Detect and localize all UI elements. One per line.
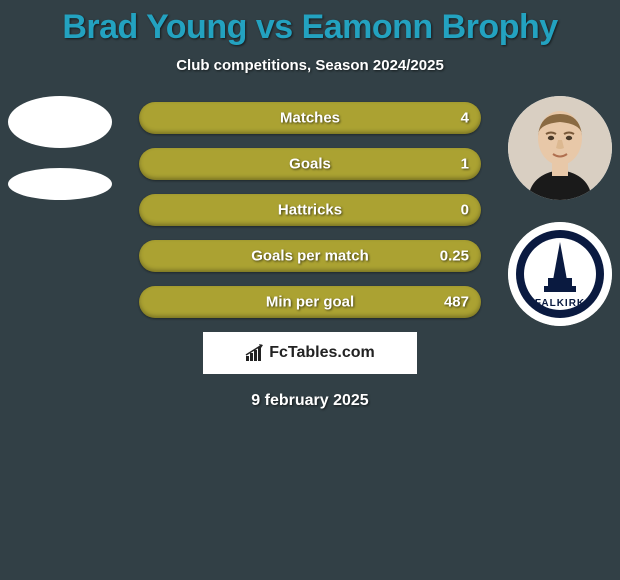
stat-value-right: 0 (461, 202, 469, 219)
stat-label: Min per goal (266, 294, 354, 311)
player-photo-icon (508, 96, 612, 200)
stat-label: Hattricks (278, 202, 342, 219)
comparison-content: FALKIRK Matches 4 Goals 1 Hattricks 0 Go… (0, 102, 620, 410)
stat-bar: Matches 4 (139, 102, 481, 134)
chart-icon (245, 344, 265, 362)
stat-bar: Min per goal 487 (139, 286, 481, 318)
stat-bar: Hattricks 0 (139, 194, 481, 226)
left-club-badge (8, 168, 112, 200)
left-player-column (8, 96, 112, 200)
right-player-avatar (508, 96, 612, 200)
right-club-badge: FALKIRK (508, 222, 612, 326)
stat-label: Goals per match (251, 248, 369, 265)
svg-text:FALKIRK: FALKIRK (535, 298, 585, 309)
comparison-title: Brad Young vs Eamonn Brophy (0, 0, 620, 47)
right-player-column: FALKIRK (508, 96, 612, 326)
brand-text: FcTables.com (269, 344, 375, 362)
stat-bar: Goals 1 (139, 148, 481, 180)
date-text: 9 february 2025 (0, 392, 620, 410)
stat-label: Matches (280, 110, 340, 127)
stat-bars: Matches 4 Goals 1 Hattricks 0 Goals per … (139, 102, 481, 318)
comparison-subtitle: Club competitions, Season 2024/2025 (0, 57, 620, 74)
stat-value-right: 1 (461, 156, 469, 173)
stat-value-right: 4 (461, 110, 469, 127)
stat-value-right: 0.25 (440, 248, 469, 265)
stat-label: Goals (289, 156, 331, 173)
stat-bar: Goals per match 0.25 (139, 240, 481, 272)
branding-box: FcTables.com (203, 332, 417, 374)
club-crest-icon: FALKIRK (508, 222, 612, 326)
left-player-avatar (8, 96, 112, 148)
stat-value-right: 487 (444, 294, 469, 311)
